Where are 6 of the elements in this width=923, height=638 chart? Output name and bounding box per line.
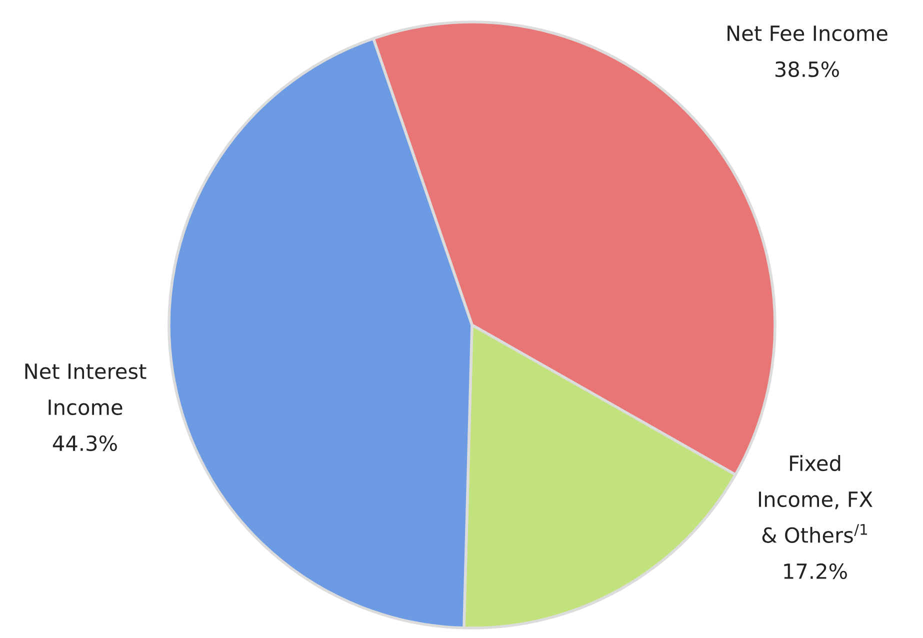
slice-label: Net Fee Income <box>728 26 888 42</box>
slice-label: Net Interest Income <box>25 364 146 416</box>
data-label: 38.5% <box>776 61 839 78</box>
data-label: 44.3% <box>52 435 117 452</box>
slice-label: Fixed Income, FX & Others$^{/1}$ <box>758 455 872 543</box>
data-label: 17.2% <box>784 563 847 580</box>
